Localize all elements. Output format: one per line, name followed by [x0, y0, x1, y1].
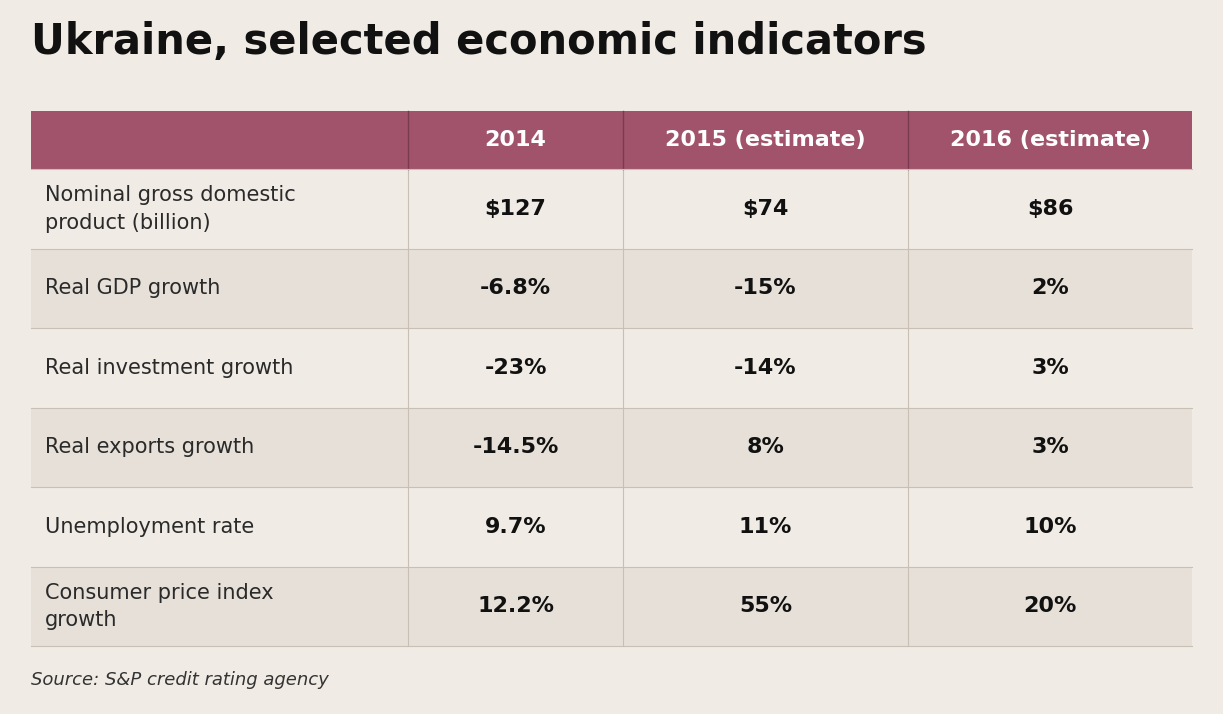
- Text: 2015 (estimate): 2015 (estimate): [665, 130, 866, 150]
- Text: -15%: -15%: [734, 278, 796, 298]
- Bar: [31, 567, 1192, 646]
- Text: $127: $127: [484, 199, 547, 219]
- Text: -14%: -14%: [734, 358, 796, 378]
- Bar: [31, 111, 1192, 169]
- Text: 3%: 3%: [1031, 358, 1069, 378]
- Text: 12.2%: 12.2%: [477, 596, 554, 616]
- Text: -6.8%: -6.8%: [481, 278, 552, 298]
- Bar: [31, 328, 1192, 408]
- Text: 2%: 2%: [1031, 278, 1069, 298]
- Text: $74: $74: [742, 199, 789, 219]
- Text: -23%: -23%: [484, 358, 547, 378]
- Text: Real investment growth: Real investment growth: [45, 358, 294, 378]
- Text: 11%: 11%: [739, 517, 793, 537]
- Text: $86: $86: [1027, 199, 1074, 219]
- Text: 20%: 20%: [1024, 596, 1076, 616]
- Text: 3%: 3%: [1031, 438, 1069, 458]
- Text: -14.5%: -14.5%: [472, 438, 559, 458]
- Text: Nominal gross domestic
product (billion): Nominal gross domestic product (billion): [45, 186, 296, 233]
- Text: 9.7%: 9.7%: [484, 517, 547, 537]
- Bar: [31, 487, 1192, 567]
- Bar: [31, 111, 1192, 646]
- Bar: [31, 408, 1192, 487]
- Text: 55%: 55%: [739, 596, 793, 616]
- Text: Ukraine, selected economic indicators: Ukraine, selected economic indicators: [31, 21, 926, 64]
- Text: Real exports growth: Real exports growth: [45, 438, 254, 458]
- Text: 10%: 10%: [1024, 517, 1076, 537]
- Text: 8%: 8%: [746, 438, 784, 458]
- Text: Consumer price index
growth: Consumer price index growth: [45, 583, 274, 630]
- Bar: [31, 248, 1192, 328]
- Text: 2016 (estimate): 2016 (estimate): [950, 130, 1151, 150]
- Text: Source: S&P credit rating agency: Source: S&P credit rating agency: [31, 671, 328, 689]
- Text: Real GDP growth: Real GDP growth: [45, 278, 220, 298]
- Bar: [31, 169, 1192, 248]
- Text: 2014: 2014: [484, 130, 547, 150]
- Text: Unemployment rate: Unemployment rate: [45, 517, 254, 537]
